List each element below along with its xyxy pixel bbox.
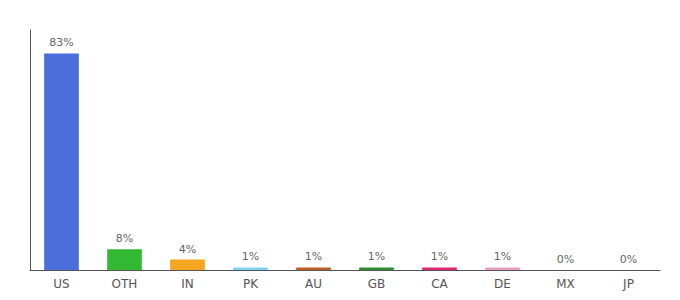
svg-text:83%: 83%	[49, 36, 73, 49]
svg-text:0%: 0%	[557, 253, 574, 266]
svg-text:4%: 4%	[179, 243, 196, 256]
svg-text:1%: 1%	[494, 250, 511, 263]
svg-text:GB: GB	[368, 277, 386, 291]
svg-text:AU: AU	[305, 277, 322, 291]
svg-text:JP: JP	[622, 277, 634, 291]
svg-text:CA: CA	[431, 277, 448, 291]
svg-text:1%: 1%	[431, 250, 448, 263]
svg-text:OTH: OTH	[112, 277, 138, 291]
svg-text:PK: PK	[243, 277, 259, 291]
svg-text:1%: 1%	[305, 250, 322, 263]
svg-text:1%: 1%	[242, 250, 259, 263]
svg-text:MX: MX	[556, 277, 575, 291]
svg-text:0%: 0%	[620, 253, 637, 266]
svg-text:8%: 8%	[116, 232, 133, 245]
svg-text:DE: DE	[494, 277, 511, 291]
svg-text:IN: IN	[181, 277, 194, 291]
svg-text:1%: 1%	[368, 250, 385, 263]
svg-text:US: US	[53, 277, 69, 291]
